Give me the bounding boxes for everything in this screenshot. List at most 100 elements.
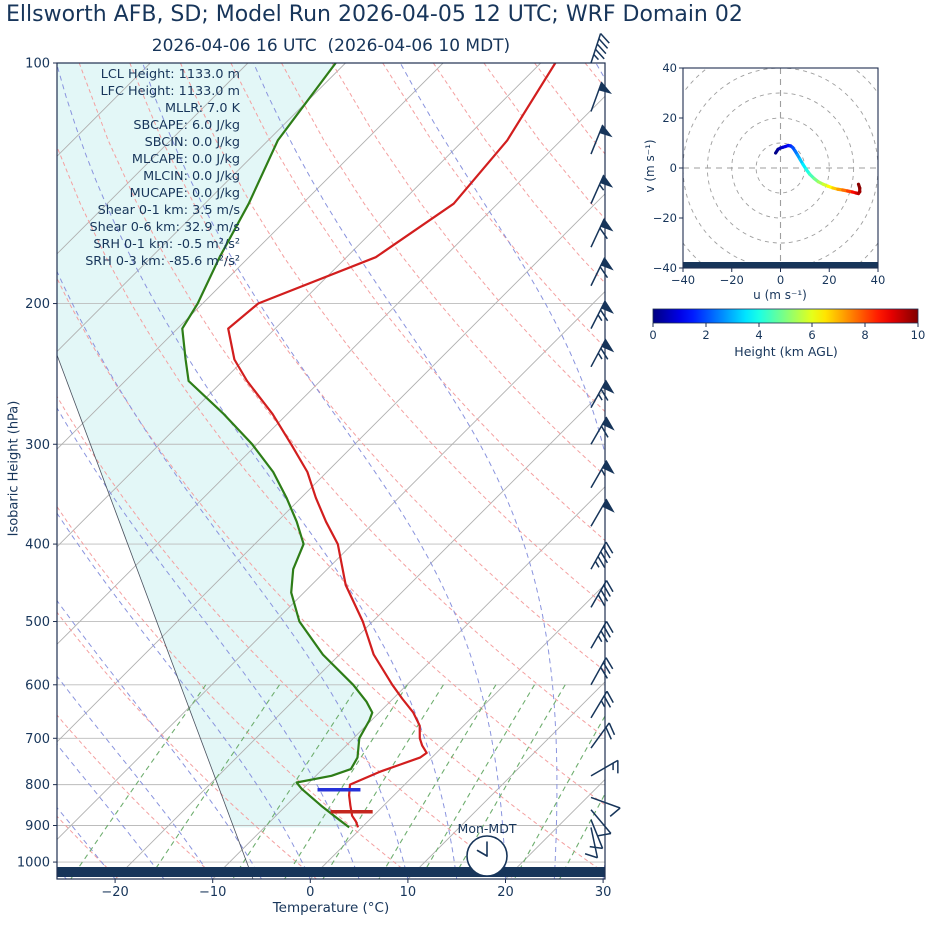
isotherm-line [212,486,605,879]
skewt-xlabel: Temperature (°C) [272,900,390,916]
tick-label: 6 [808,328,815,342]
isotherm-line [57,290,605,841]
tick-label: 4 [755,328,762,342]
moist-adiabat-line [253,63,558,879]
dry-adiabat-line [57,395,515,879]
tick-label: 8 [861,328,868,342]
dry-adiabat-line [129,63,605,672]
stat-line: LCL Height: 1133.0 m [100,67,240,82]
tick-label: 400 [25,538,50,553]
tick-label: 20 [497,885,514,900]
tick-label: 0 [306,885,314,900]
moist-adiabat-line [142,63,506,879]
dry-adiabat-line [331,63,605,413]
tick-label: 10 [400,885,417,900]
hodograph-trace-segment [856,182,862,190]
stat-line: SBCIN: 0.0 J/kg [144,135,240,150]
tick-label: 600 [25,678,50,693]
hodograph-xlabel: u (m s⁻¹) [753,288,807,302]
skewt-axes: 100 200 300 400 500 600 700 800 900 1000 −20 −10 0 10… [17,57,611,901]
page-title: Ellsworth AFB, SD; Model Run 2026-04-05 … [6,2,743,27]
clock-icon [466,835,508,877]
tick-label: 200 [25,297,50,312]
stat-line: MUCAPE: 0.0 J/kg [129,186,240,201]
moist-layer-shading [57,63,373,828]
moist-adiabat-line [57,806,116,879]
tick-label: −20 [653,211,677,225]
mixing-ratio-line [378,684,497,879]
dry-adiabat-line [432,63,605,284]
tick-label: 700 [25,732,50,747]
skewt-plot-area [57,63,928,879]
mixing-ratio-line [232,684,359,879]
tick-label: 0 [649,328,656,342]
isotherm-line [57,63,249,255]
height-colorbar: 0 2 4 6 8 10 [649,308,925,342]
tick-label: −20 [101,885,128,900]
dry-adiabat-line [686,63,928,879]
stat-line: SRH 0-1 km: -0.5 m²/s² [93,237,240,252]
sounding-stats-panel: LCL Height: 1133.0 m LFC Height: 1133.0 m… [58,66,240,270]
mixing-ratio-line [284,684,408,879]
stat-line: SBCAPE: 6.0 J/kg [133,118,240,133]
tick-label: −40 [653,261,677,275]
tick-label: 40 [662,61,677,75]
hodograph-ylabel: v (m s⁻¹) [643,139,657,193]
tick-label: 100 [25,57,50,72]
moist-adiabat-line [57,599,262,879]
stat-line: LFC Height: 1133.0 m [100,84,241,99]
mixing-ratio-line [452,684,566,879]
moist-adiabat-line [399,63,605,879]
mixing-ratio-line [70,684,207,879]
tick-label: 300 [25,438,50,453]
tick-label: −40 [671,273,695,287]
mixing-ratio-line [513,714,605,879]
stat-line: SRH 0-3 km: -85.6 m²/s² [85,254,240,269]
dewpoint-line [181,63,374,829]
isotherm-line [57,63,542,548]
dry-adiabat-line [534,63,605,155]
stat-line: MLCIN: 0.0 J/kg [143,169,240,184]
mixing-ratio-line [322,684,444,879]
isotherm-line [114,388,605,879]
dry-adiabat-line [483,63,605,220]
tick-label: 500 [25,615,50,630]
moist-adiabat-line [57,512,311,879]
shading-boundary-line [57,354,254,879]
dry-adiabat-line [281,63,605,477]
isotherm-line [505,778,605,879]
tick-label: 800 [25,778,50,793]
tick-label: 30 [595,885,612,900]
isotherm-line [57,63,346,353]
tick-label: 20 [662,111,677,125]
day-label: Mon-MDT [457,821,517,836]
tick-label: 2 [702,328,709,342]
isotherm-line [407,681,605,879]
moist-adiabat-line [57,270,409,879]
colorbar-label: Height (km AGL) [734,344,838,359]
dry-adiabat-line [57,611,317,879]
tick-label: 20 [822,273,837,287]
skewt-ylabel: Isobaric Height (hPa) [6,400,22,537]
stat-line: MLCAPE: 0.0 J/kg [131,152,240,167]
moist-adiabat-line [701,63,827,879]
ground-bar [57,867,605,877]
tick-label: 1000 [17,856,50,871]
temperature-line [227,63,557,828]
dry-adiabat-line [57,815,119,879]
dry-adiabat-line [57,505,416,879]
tick-label: 0 [777,273,784,287]
tick-label: −10 [199,885,226,900]
stat-line: Shear 0-1 km: 3.5 m/s [97,203,240,218]
dry-adiabat-line [57,145,605,806]
isotherm-line [57,193,605,743]
hodograph: −40−40 −20 −20 0 0 20 20 40 40 [653,61,886,287]
tick-label: −20 [720,273,744,287]
hodograph-ground-bar [683,262,878,268]
tick-label: 900 [25,819,50,834]
tick-label: 0 [670,161,677,175]
stat-line: MLLR: 7.0 K [165,101,240,116]
valid-time-subtitle: 2026-04-06 16 UTC (2026-04-06 10 MDT) [151,36,511,56]
